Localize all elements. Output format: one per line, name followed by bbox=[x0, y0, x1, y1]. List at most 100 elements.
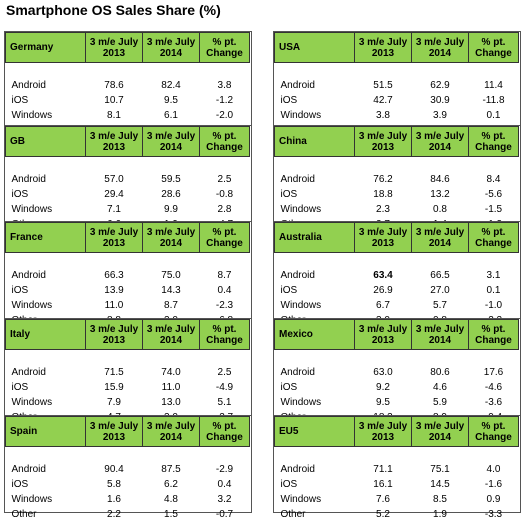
header-row: Italy 3 m/e July 2013 3 m/e July 2014% pt. Ch… bbox=[5, 319, 250, 350]
column-header: 3 m/e July 2014 bbox=[411, 222, 469, 253]
os-label: Android bbox=[280, 80, 315, 91]
value-2013: 51.5 bbox=[373, 80, 393, 91]
region-header: Germany bbox=[5, 32, 86, 63]
column-header: 3 m/e July 2013 bbox=[354, 126, 412, 157]
pct-change: 3.8 bbox=[217, 80, 232, 91]
column-header: 3 m/e July 2014 bbox=[142, 319, 200, 350]
os-label: Android bbox=[11, 80, 46, 91]
os-label: Android bbox=[11, 367, 46, 378]
table-row: Windows 2.3 0.8 -1.5 bbox=[275, 202, 519, 217]
value-2013: 15.9 bbox=[104, 382, 124, 393]
table-row: iOS 5.8 6.2 0.4 bbox=[6, 477, 250, 492]
value-2014: 9.5 bbox=[164, 95, 178, 106]
value-2013: 2.3 bbox=[376, 204, 390, 215]
pct-change: -0.8 bbox=[215, 189, 234, 200]
pct-change: 0.1 bbox=[486, 285, 501, 296]
os-label: iOS bbox=[11, 95, 29, 106]
pct-change: -1.0 bbox=[484, 300, 503, 311]
os-label: Windows bbox=[280, 204, 322, 215]
value-2013: 11.0 bbox=[104, 300, 124, 311]
os-label: Windows bbox=[280, 110, 322, 121]
column-header: % pt. Change bbox=[468, 416, 519, 447]
pct-change: 5.1 bbox=[217, 397, 232, 408]
value-2014: 4.8 bbox=[164, 494, 178, 505]
column-header: % pt. Change bbox=[468, 222, 519, 253]
column-header: % pt. Change bbox=[468, 32, 519, 63]
column-header: 3 m/e July 2013 bbox=[85, 126, 143, 157]
region-header: Spain bbox=[5, 416, 86, 447]
table-row: Android 63.0 80.6 17.6 bbox=[275, 365, 519, 380]
value-2014: 13.0 bbox=[161, 397, 181, 408]
table-row: Android 71.5 74.0 2.5 bbox=[6, 365, 250, 380]
value-2013: 1.6 bbox=[107, 494, 121, 505]
table-row: Android 57.0 59.5 2.5 bbox=[6, 172, 250, 187]
table-row: Other 5.2 1.9 -3.3 bbox=[275, 507, 519, 522]
os-label: Android bbox=[11, 270, 46, 281]
column-header: 3 m/e July 2014 bbox=[142, 32, 200, 63]
table-panel-spain: Spain 3 m/e July 2013 3 m/e July 2014% pt. Ch… bbox=[4, 415, 252, 520]
pct-change: 2.8 bbox=[217, 204, 232, 215]
column-header: 3 m/e July 2014 bbox=[142, 126, 200, 157]
region-header: USA bbox=[274, 32, 355, 63]
os-label: Windows bbox=[11, 300, 53, 311]
value-2014: 8.7 bbox=[164, 300, 178, 311]
table-row: Windows 7.1 9.9 2.8 bbox=[6, 202, 250, 217]
column-header: 3 m/e July 2013 bbox=[85, 319, 143, 350]
table-row: Android 90.4 87.5 -2.9 bbox=[6, 462, 250, 477]
table-row: Windows 1.6 4.8 3.2 bbox=[6, 492, 250, 507]
region-header: Australia bbox=[274, 222, 355, 253]
value-2013: 3.8 bbox=[376, 110, 390, 121]
pct-change: 3.2 bbox=[217, 494, 232, 505]
value-2013: 16.1 bbox=[373, 479, 393, 490]
table-row: iOS 9.2 4.6 -4.6 bbox=[275, 380, 519, 395]
value-2013: 63.0 bbox=[373, 367, 393, 378]
pct-change: -5.6 bbox=[484, 189, 503, 200]
column-header: 3 m/e July 2013 bbox=[354, 416, 412, 447]
pct-change: 0.4 bbox=[217, 285, 232, 296]
data-table: GB 3 m/e July 2013 3 m/e July 2014% pt. Chang… bbox=[5, 126, 250, 232]
table-row: Windows 7.9 13.0 5.1 bbox=[6, 395, 250, 410]
column-header: 3 m/e July 2014 bbox=[411, 126, 469, 157]
os-label: Other bbox=[280, 509, 306, 520]
value-2014: 8.5 bbox=[433, 494, 447, 505]
table-panel-france: France 3 m/e July 2013 3 m/e July 2014% pt. C… bbox=[4, 221, 252, 326]
value-2014: 28.6 bbox=[161, 189, 181, 200]
table-row: Android 63.4 66.5 3.1 bbox=[275, 268, 519, 283]
column-header: % pt. Change bbox=[199, 126, 250, 157]
data-table: Germany 3 m/e July 2013 3 m/e July 2014% pt.… bbox=[5, 32, 250, 138]
value-2014: 0.8 bbox=[433, 204, 447, 215]
value-2013: 90.4 bbox=[104, 464, 124, 475]
os-label: iOS bbox=[280, 95, 298, 106]
table-row: iOS 16.1 14.5 -1.6 bbox=[275, 477, 519, 492]
pct-change: -11.8 bbox=[482, 95, 505, 106]
os-label: iOS bbox=[280, 479, 298, 490]
value-2014: 11.0 bbox=[161, 382, 181, 393]
value-2014: 1.9 bbox=[433, 509, 447, 520]
value-2013: 42.7 bbox=[373, 95, 393, 106]
column-header: 3 m/e July 2013 bbox=[85, 32, 143, 63]
value-2014: 4.6 bbox=[433, 382, 447, 393]
data-table: Mexico 3 m/e July 2013 3 m/e July 2014% pt. C… bbox=[274, 319, 519, 425]
os-label: Windows bbox=[11, 204, 53, 215]
table-panel-mexico: Mexico 3 m/e July 2013 3 m/e July 2014% pt. C… bbox=[273, 318, 521, 423]
value-2014: 6.2 bbox=[164, 479, 178, 490]
region-header: Mexico bbox=[274, 319, 355, 350]
value-2014: 5.7 bbox=[433, 300, 447, 311]
value-2014: 14.5 bbox=[430, 479, 450, 490]
pct-change: 8.7 bbox=[217, 270, 232, 281]
value-2014: 14.3 bbox=[161, 285, 181, 296]
value-2013: 8.1 bbox=[107, 110, 121, 121]
value-2013: 7.9 bbox=[107, 397, 121, 408]
os-label: iOS bbox=[280, 285, 298, 296]
data-table: France 3 m/e July 2013 3 m/e July 2014% pt. C… bbox=[5, 222, 250, 328]
table-row: iOS 29.4 28.6 -0.8 bbox=[6, 187, 250, 202]
value-2014: 80.6 bbox=[430, 367, 450, 378]
table-row: Windows 7.6 8.5 0.9 bbox=[275, 492, 519, 507]
pct-change: -2.0 bbox=[215, 110, 234, 121]
column-header: 3 m/e July 2014 bbox=[411, 319, 469, 350]
data-table: Spain 3 m/e July 2013 3 m/e July 2014% pt. Ch… bbox=[5, 416, 250, 522]
table-row: Other 2.2 1.5 -0.7 bbox=[6, 507, 250, 522]
os-label: Android bbox=[11, 174, 46, 185]
table-panel-australia: Australia 3 m/e July 2013 3 m/e July 2014% p… bbox=[273, 221, 521, 326]
os-label: Other bbox=[11, 509, 37, 520]
